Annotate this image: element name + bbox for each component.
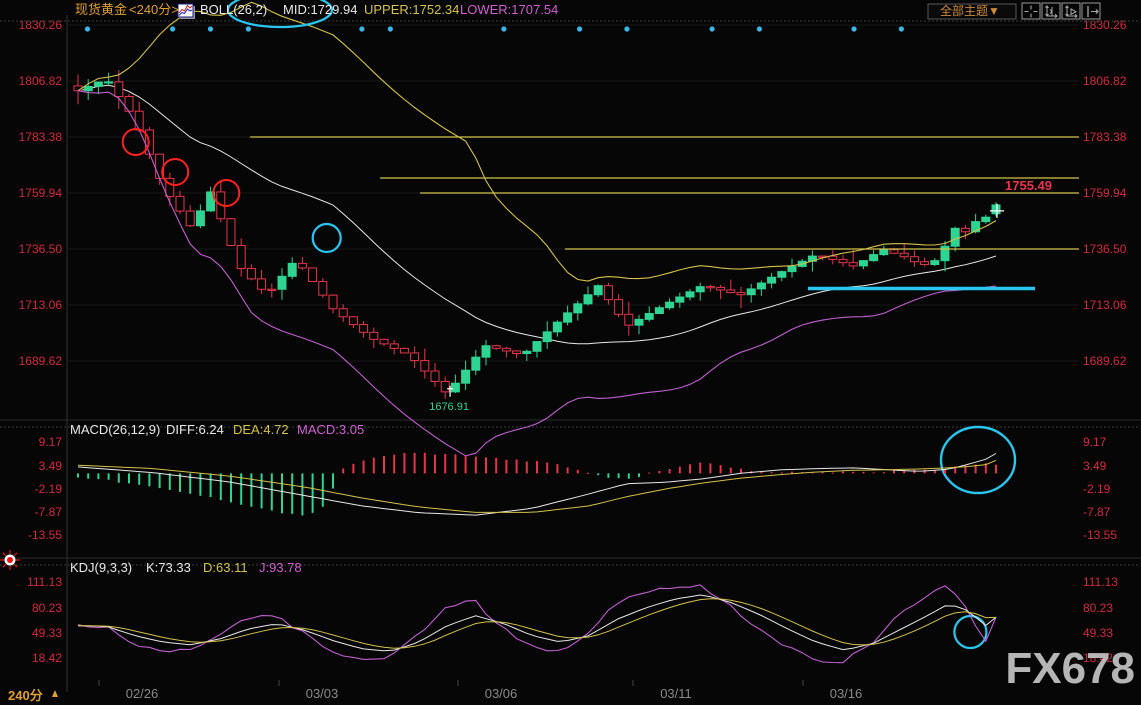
svg-text:1736.50: 1736.50 — [19, 242, 63, 256]
svg-text:9.17: 9.17 — [1083, 435, 1107, 449]
svg-text:03/11: 03/11 — [660, 686, 692, 701]
svg-text:18.42: 18.42 — [32, 651, 62, 665]
svg-text:现货黄金: 现货黄金 — [75, 2, 127, 17]
svg-text:02/26: 02/26 — [126, 686, 159, 701]
svg-text:D:63.11: D:63.11 — [203, 560, 248, 575]
svg-text:全部主题▼: 全部主题▼ — [940, 3, 1000, 18]
svg-text:1806.82: 1806.82 — [1083, 74, 1127, 88]
svg-text:03/03: 03/03 — [306, 686, 339, 701]
svg-text:1689.62: 1689.62 — [1083, 354, 1127, 368]
svg-text:-13.55: -13.55 — [1083, 528, 1117, 542]
svg-text:KDJ(9,3,3): KDJ(9,3,3) — [70, 560, 132, 575]
svg-text:1755.49: 1755.49 — [1005, 178, 1052, 193]
svg-text:1830.26: 1830.26 — [1083, 18, 1127, 32]
svg-text:49.33: 49.33 — [32, 626, 62, 640]
svg-text:MACD:3.05: MACD:3.05 — [297, 422, 364, 437]
svg-text:111.13: 111.13 — [1083, 575, 1118, 589]
svg-text:1689.62: 1689.62 — [19, 354, 63, 368]
svg-text:-2.19: -2.19 — [35, 482, 63, 496]
svg-text:MID:1729.94: MID:1729.94 — [283, 2, 357, 17]
svg-text:FX678: FX678 — [1005, 644, 1135, 693]
svg-text:240分: 240分 — [8, 688, 43, 703]
svg-text:3.49: 3.49 — [39, 459, 63, 473]
svg-text:1783.38: 1783.38 — [19, 130, 63, 144]
svg-text:1806.82: 1806.82 — [19, 74, 63, 88]
svg-text:80.23: 80.23 — [32, 601, 62, 615]
svg-text:03/16: 03/16 — [830, 686, 863, 701]
svg-text:03/06: 03/06 — [485, 686, 518, 701]
svg-text:1713.06: 1713.06 — [1083, 298, 1127, 312]
svg-text:1676.91: 1676.91 — [429, 401, 469, 413]
svg-text:K:73.33: K:73.33 — [146, 560, 191, 575]
svg-text:111.13: 111.13 — [27, 575, 62, 589]
svg-text:LOWER:1707.54: LOWER:1707.54 — [460, 2, 558, 17]
svg-text:J:93.78: J:93.78 — [259, 560, 302, 575]
svg-text:UPPER:1752.34: UPPER:1752.34 — [364, 2, 459, 17]
svg-text:-13.55: -13.55 — [28, 528, 62, 542]
svg-text:9.17: 9.17 — [39, 435, 63, 449]
svg-text:1759.94: 1759.94 — [19, 186, 63, 200]
svg-text:1830.26: 1830.26 — [19, 18, 63, 32]
svg-text:80.23: 80.23 — [1083, 601, 1113, 615]
svg-text:3.49: 3.49 — [1083, 459, 1107, 473]
svg-text:-2.19: -2.19 — [1083, 482, 1111, 496]
svg-text:MACD(26,12,9): MACD(26,12,9) — [70, 422, 160, 437]
svg-text:DIFF:6.24: DIFF:6.24 — [166, 422, 224, 437]
svg-text:1759.94: 1759.94 — [1083, 186, 1127, 200]
svg-text:49.33: 49.33 — [1083, 626, 1113, 640]
svg-text:-7.87: -7.87 — [1083, 505, 1111, 519]
svg-text:DEA:4.72: DEA:4.72 — [233, 422, 289, 437]
svg-text:1713.06: 1713.06 — [19, 298, 63, 312]
svg-text:-7.87: -7.87 — [35, 505, 63, 519]
svg-text:1736.50: 1736.50 — [1083, 242, 1127, 256]
svg-text:1783.38: 1783.38 — [1083, 130, 1127, 144]
svg-text:<240分>: <240分> — [129, 2, 179, 17]
svg-text:BOLL(26,2): BOLL(26,2) — [200, 2, 267, 17]
